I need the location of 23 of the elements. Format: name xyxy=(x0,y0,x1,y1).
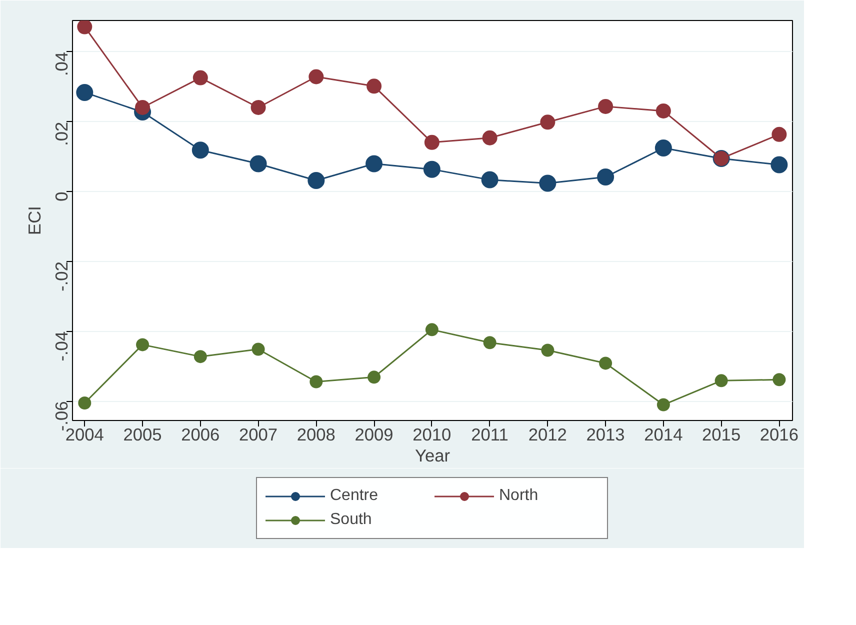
x-tick-label: 2009 xyxy=(354,424,394,444)
legend-label: North xyxy=(499,487,540,505)
x-tick-label: 2016 xyxy=(760,424,798,444)
legend-label: Centre xyxy=(330,487,380,505)
x-tick-label: 2004 xyxy=(65,424,104,444)
legend-label: South xyxy=(330,511,373,529)
x-tick-label: 2008 xyxy=(296,424,336,444)
y-tick-label: 0 xyxy=(52,192,72,202)
y-tick-label: .04 xyxy=(52,52,72,76)
y-tick-label: -.04 xyxy=(52,331,72,362)
x-tick-label: 2013 xyxy=(586,424,625,444)
y-axis-title: ECI xyxy=(24,206,44,235)
x-tick-label: 2007 xyxy=(239,424,278,444)
y-tick-label: .02 xyxy=(52,122,72,146)
x-tick-label: 2012 xyxy=(528,424,567,444)
y-tick-label: -.02 xyxy=(52,262,72,292)
x-tick-label: 2010 xyxy=(412,424,452,444)
x-tick-label: 2005 xyxy=(123,424,162,444)
x-tick-label: 2015 xyxy=(702,424,741,444)
x-axis-title: Year xyxy=(414,446,450,466)
x-tick-label: 2006 xyxy=(181,424,220,444)
x-tick-label: 2011 xyxy=(471,424,508,444)
x-tick-label: 2014 xyxy=(644,424,684,444)
